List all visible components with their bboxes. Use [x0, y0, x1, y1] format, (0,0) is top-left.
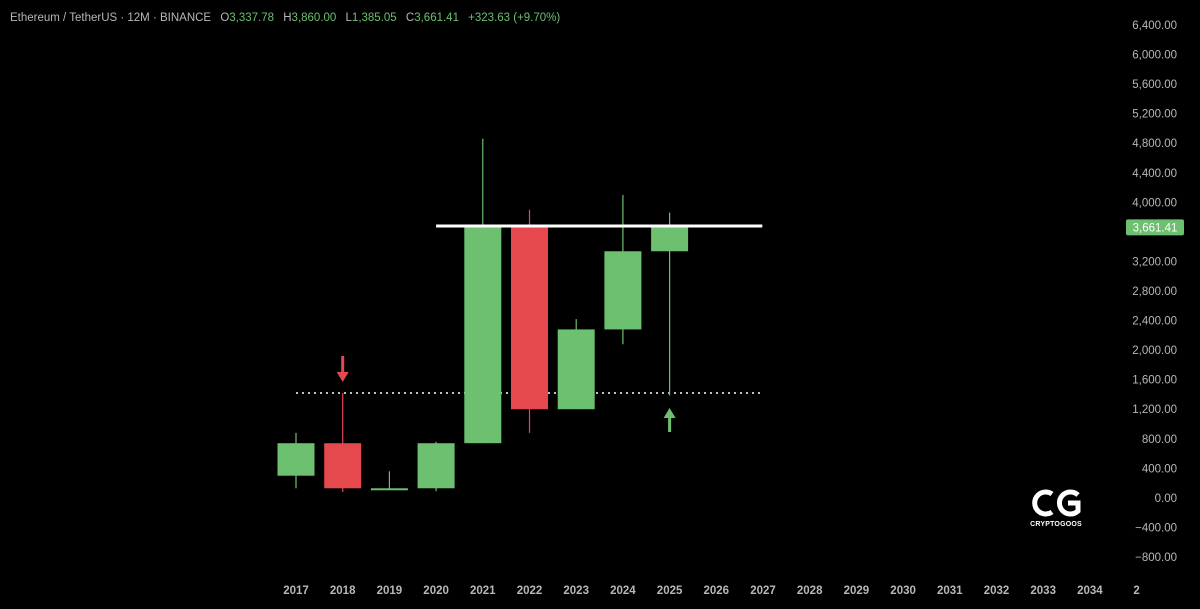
logo-text: CRYPTOGOOS	[1030, 521, 1082, 528]
candle-body-2018	[324, 443, 362, 489]
x-tick-label: 2028	[797, 585, 823, 597]
x-tick-label: 2032	[984, 585, 1010, 597]
x-tick-label: 2020	[423, 585, 449, 597]
x-tick-label: 2027	[750, 585, 776, 597]
y-tick-label: −800.00	[1135, 552, 1177, 564]
y-tick-label: 0.00	[1155, 493, 1177, 505]
candle-body-2025	[651, 227, 689, 252]
candle-body-2021	[464, 225, 502, 444]
y-tick-label: 400.00	[1142, 463, 1177, 475]
candle-body-2024	[604, 251, 642, 330]
y-tick-label: 2,800.00	[1132, 286, 1177, 298]
y-tick-label: 1,600.00	[1132, 375, 1177, 387]
x-tick-label: 2021	[470, 585, 496, 597]
x-tick-label: 2023	[563, 585, 589, 597]
arrow-up-icon	[663, 408, 676, 432]
y-tick-label: 6,000.00	[1132, 50, 1177, 62]
arrow-down-icon	[336, 356, 349, 382]
x-tick-label: 2033	[1030, 585, 1056, 597]
last-price-badge	[1126, 219, 1184, 236]
change-value: +323.63 (+9.70%)	[468, 12, 561, 24]
y-tick-label: 3,200.00	[1132, 256, 1177, 268]
x-tick-label: 2019	[377, 585, 403, 597]
open-label: O	[220, 12, 230, 24]
y-tick-label: 6,400.00	[1132, 20, 1177, 32]
y-tick-label: 4,000.00	[1132, 197, 1177, 209]
x-tick-label: 2022	[517, 585, 543, 597]
x-tick-label: 2031	[937, 585, 963, 597]
y-tick-label: 4,400.00	[1132, 168, 1177, 180]
x-tick-label: 2030	[890, 585, 916, 597]
high-label: H	[283, 12, 292, 24]
candle-body-2023	[557, 329, 595, 410]
y-tick-label: 5,200.00	[1132, 109, 1177, 121]
cryptogoos-logo: CRYPTOGOOS	[1026, 488, 1086, 536]
open-value: 3,337.78	[229, 12, 275, 24]
cg-logo-icon	[1032, 489, 1081, 517]
y-tick-label: 2,000.00	[1132, 345, 1177, 357]
x-tick-label: 2018	[330, 585, 356, 597]
x-tick-label: 2034	[1077, 585, 1103, 597]
y-tick-label: 4,800.00	[1132, 138, 1177, 150]
low-value: 1,385.05	[351, 12, 397, 24]
x-tick-label: 2026	[704, 585, 730, 597]
x-tick-label: 2017	[283, 585, 309, 597]
candle-body-2017	[277, 443, 315, 476]
x-tick-label: 2029	[844, 585, 870, 597]
x-tick-label: 2	[1133, 585, 1139, 597]
symbol-title[interactable]: Ethereum / TetherUS · 12M · BINANCE	[10, 12, 212, 24]
y-tick-label: −400.00	[1135, 522, 1177, 534]
last-price-label: 3,661.41	[1133, 222, 1178, 234]
y-tick-label: 2,400.00	[1132, 316, 1177, 328]
y-tick-label: 1,200.00	[1132, 404, 1177, 416]
y-tick-label: 800.00	[1142, 434, 1177, 446]
symbol-header: Ethereum / TetherUS · 12M · BINANCE O3,3…	[10, 12, 560, 24]
y-tick-label: 5,600.00	[1132, 79, 1177, 91]
candle-body-2019	[370, 488, 408, 491]
x-tick-label: 2024	[610, 585, 636, 597]
x-tick-label: 2025	[657, 585, 683, 597]
close-label: C	[405, 12, 415, 24]
close-value: 3,661.41	[414, 12, 459, 24]
candle-body-2020	[417, 443, 455, 489]
low-label: L	[345, 12, 352, 24]
candle-body-2022	[511, 225, 548, 410]
high-value: 3,860.00	[291, 12, 337, 24]
